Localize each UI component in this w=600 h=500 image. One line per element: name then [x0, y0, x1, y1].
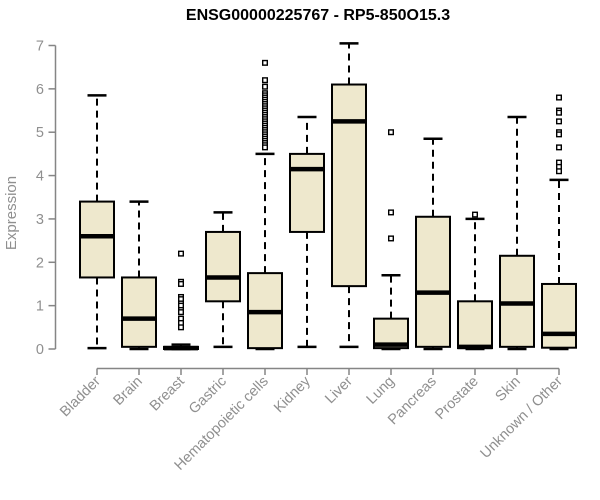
- y-axis-label: Expression: [3, 176, 20, 250]
- x-tick-label-brain: Brain: [111, 374, 146, 409]
- box-gastric: [205, 230, 241, 303]
- boxplot-gastric: [205, 211, 241, 349]
- chart-title: ENSG00000225767 - RP5-850O15.3: [186, 7, 450, 24]
- box-brain: [121, 276, 157, 348]
- box-prostate: [457, 300, 493, 350]
- boxplot-hematopoietic-cells: [247, 59, 283, 351]
- box-liver: [331, 83, 367, 288]
- outlier-breast-0: [177, 250, 184, 257]
- boxplot-prostate: [457, 211, 493, 351]
- outlier-unknown-other-3: [556, 118, 563, 125]
- boxplot-unknown-other: [541, 94, 577, 351]
- x-tick-label-kidney: Kidney: [271, 373, 314, 416]
- y-tick-label-6: 6: [36, 82, 44, 98]
- y-tick-label-1: 1: [36, 299, 44, 315]
- box-pancreas: [415, 215, 451, 348]
- x-tick-label-prostate: Prostate: [432, 374, 481, 423]
- outlier-unknown-other-5: [556, 131, 563, 138]
- x-tick-label-breast: Breast: [147, 374, 188, 415]
- outlier-unknown-other-6: [556, 144, 563, 151]
- outlier-hematopoietic-cells-1: [262, 77, 269, 84]
- outlier-unknown-other-2: [556, 109, 563, 116]
- y-tick-label-3: 3: [36, 212, 44, 228]
- boxplot-skin: [499, 115, 535, 351]
- outlier-breast-2: [177, 280, 184, 287]
- x-tick-label-bladder: Bladder: [57, 373, 104, 420]
- y-tick-label-0: 0: [36, 342, 44, 358]
- boxplot-pancreas: [415, 137, 451, 351]
- outlier-hematopoietic-cells-0: [262, 59, 269, 66]
- outlier-hematopoietic-cells-28: [262, 144, 269, 151]
- box-bladder: [79, 200, 115, 279]
- boxplot-lung: [373, 129, 409, 351]
- box-unknown-other: [541, 282, 577, 349]
- box-kidney: [289, 152, 325, 233]
- outlier-breast-11: [177, 324, 184, 331]
- y-tick-label-4: 4: [36, 169, 44, 185]
- y-tick-label-5: 5: [36, 125, 44, 141]
- boxplot-liver: [331, 42, 367, 349]
- outlier-unknown-other-0: [556, 94, 563, 101]
- outlier-breast-8: [177, 309, 184, 316]
- boxplot-breast: [163, 250, 199, 351]
- x-tick-label-lung: Lung: [364, 374, 398, 408]
- y-tick-label-7: 7: [36, 39, 44, 55]
- outlier-lung-2: [388, 235, 395, 242]
- x-tick-label-liver: Liver: [322, 373, 356, 407]
- outlier-prostate-0: [472, 211, 479, 218]
- boxplots: [79, 42, 577, 351]
- outlier-unknown-other-9: [556, 168, 563, 175]
- boxplot-brain: [121, 200, 157, 351]
- y-tick-label-2: 2: [36, 255, 44, 271]
- boxplot-kidney: [289, 115, 325, 349]
- x-tick-label-skin: Skin: [493, 374, 524, 405]
- boxplot-bladder: [79, 94, 115, 350]
- outlier-lung-1: [388, 209, 395, 216]
- outlier-hematopoietic-cells-2: [262, 83, 269, 90]
- outlier-lung-0: [388, 129, 395, 136]
